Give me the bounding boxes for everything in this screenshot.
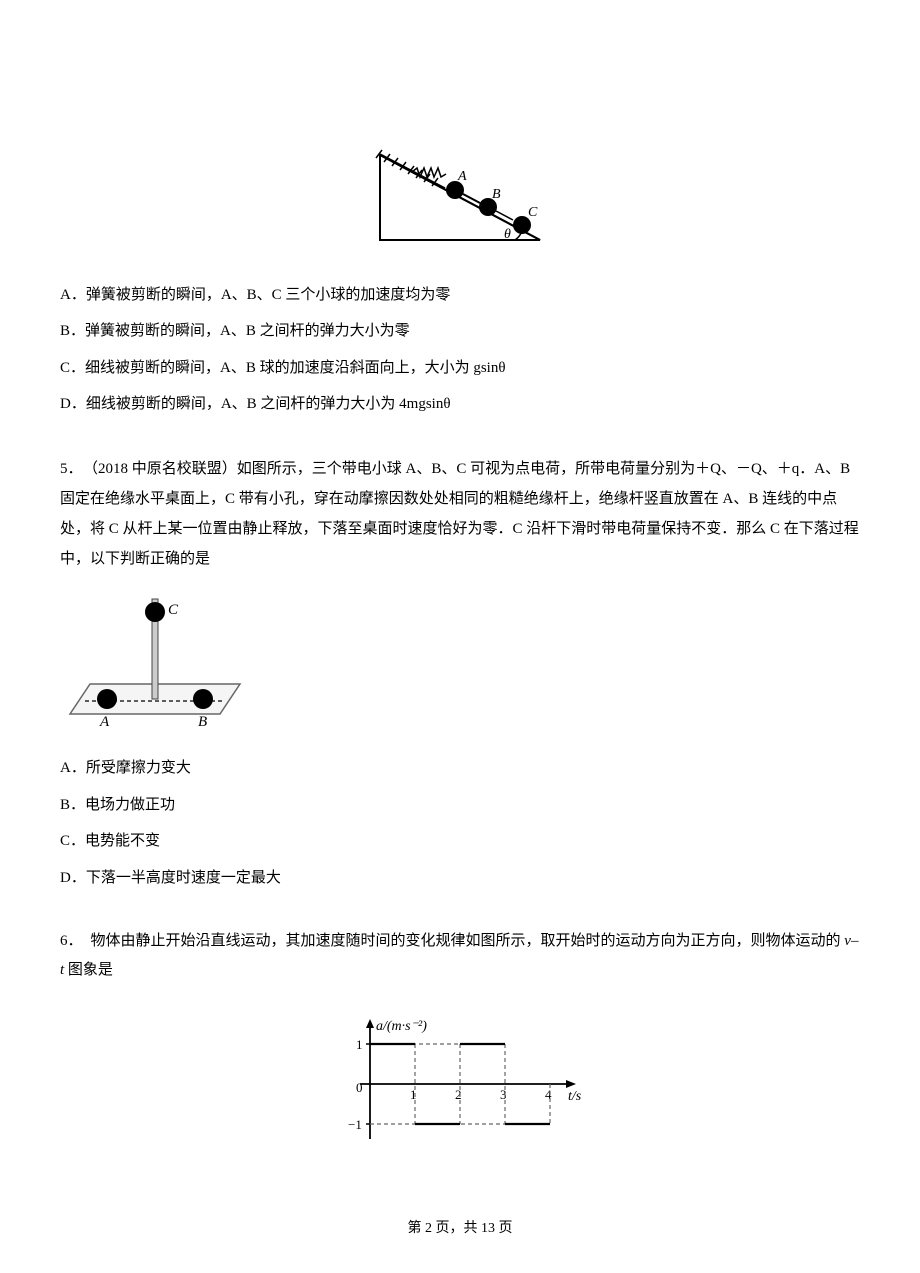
ytick-1: 1: [356, 1037, 363, 1052]
q6-text1: 物体由静止开始沿直线运动，其加速度随时间的变化规律如图所示，取开始时的运动方向为…: [91, 933, 845, 949]
ball-a-label: A: [457, 169, 467, 184]
q5-option-a: A．所受摩擦力变大: [60, 754, 860, 783]
footer-prefix: 第: [408, 1221, 426, 1236]
q6-figure: a/(m·s⁻²) t/s 1 0 −1 1 2 3 4: [60, 1014, 860, 1165]
q5-number: 5．: [60, 461, 83, 477]
q5-stem: 5．（2018 中原名校联盟）如图所示，三个带电小球 A、B、C 可视为点电荷，…: [60, 454, 860, 574]
at-graph: a/(m·s⁻²) t/s 1 0 −1 1 2 3 4: [330, 1014, 590, 1154]
footer-page: 2: [425, 1221, 432, 1236]
ball-c-label: C: [168, 602, 179, 618]
ball-c-top: [145, 602, 165, 622]
q6-block: 6． 物体由静止开始沿直线运动，其加速度随时间的变化规律如图所示，取开始时的运动方…: [60, 927, 860, 1165]
ball-c-label: C: [528, 205, 538, 220]
incline-diagram: A B C θ: [350, 140, 570, 250]
footer-mid: 页，共: [432, 1221, 481, 1236]
q6-stem: 6． 物体由静止开始沿直线运动，其加速度随时间的变化规律如图所示，取开始时的运动方…: [60, 927, 860, 984]
q5-option-b: B．电场力做正功: [60, 791, 860, 820]
q4-option-d: D．细线被剪断的瞬间，A、B 之间杆的弹力大小为 4mgsinθ: [60, 390, 860, 419]
y-arrow: [366, 1019, 374, 1028]
ytick-0: 0: [356, 1080, 363, 1095]
q5-option-d: D．下落一半高度时速度一定最大: [60, 864, 860, 893]
q4-option-a: A．弹簧被剪断的瞬间，A、B、C 三个小球的加速度均为零: [60, 281, 860, 310]
q6-number: 6．: [60, 933, 83, 949]
xtick-4: 4: [545, 1087, 552, 1102]
angle-label: θ: [504, 227, 511, 242]
q5-text: （2018 中原名校联盟）如图所示，三个带电小球 A、B、C 可视为点电荷，所带…: [60, 461, 859, 567]
y-axis-label: a/(m·s⁻²): [376, 1019, 427, 1034]
ball-a-label: A: [99, 714, 110, 730]
q5-option-c: C．电势能不变: [60, 827, 860, 856]
q5-block: 5．（2018 中原名校联盟）如图所示，三个带电小球 A、B、C 可视为点电荷，…: [60, 454, 860, 893]
q5-figure: C A B: [60, 584, 860, 745]
footer-total: 13: [481, 1221, 495, 1236]
ball-b-label: B: [492, 187, 501, 202]
ball-b-label: B: [198, 714, 207, 730]
q6-text2: 图象是: [64, 962, 113, 978]
footer-suffix: 页: [495, 1221, 513, 1236]
charge-diagram: C A B: [60, 584, 260, 734]
ytick-neg1: −1: [348, 1117, 362, 1132]
ball-a-left: [97, 689, 117, 709]
q4-figure: A B C θ: [60, 140, 860, 261]
x-arrow: [566, 1080, 576, 1088]
page-footer: 第 2 页，共 13 页: [0, 1216, 920, 1243]
q4-option-b: B．弹簧被剪断的瞬间，A、B 之间杆的弹力大小为零: [60, 317, 860, 346]
ball-b-right: [193, 689, 213, 709]
q4-option-c: C．细线被剪断的瞬间，A、B 球的加速度沿斜面向上，大小为 gsinθ: [60, 354, 860, 383]
x-axis-label: t/s: [568, 1089, 582, 1104]
